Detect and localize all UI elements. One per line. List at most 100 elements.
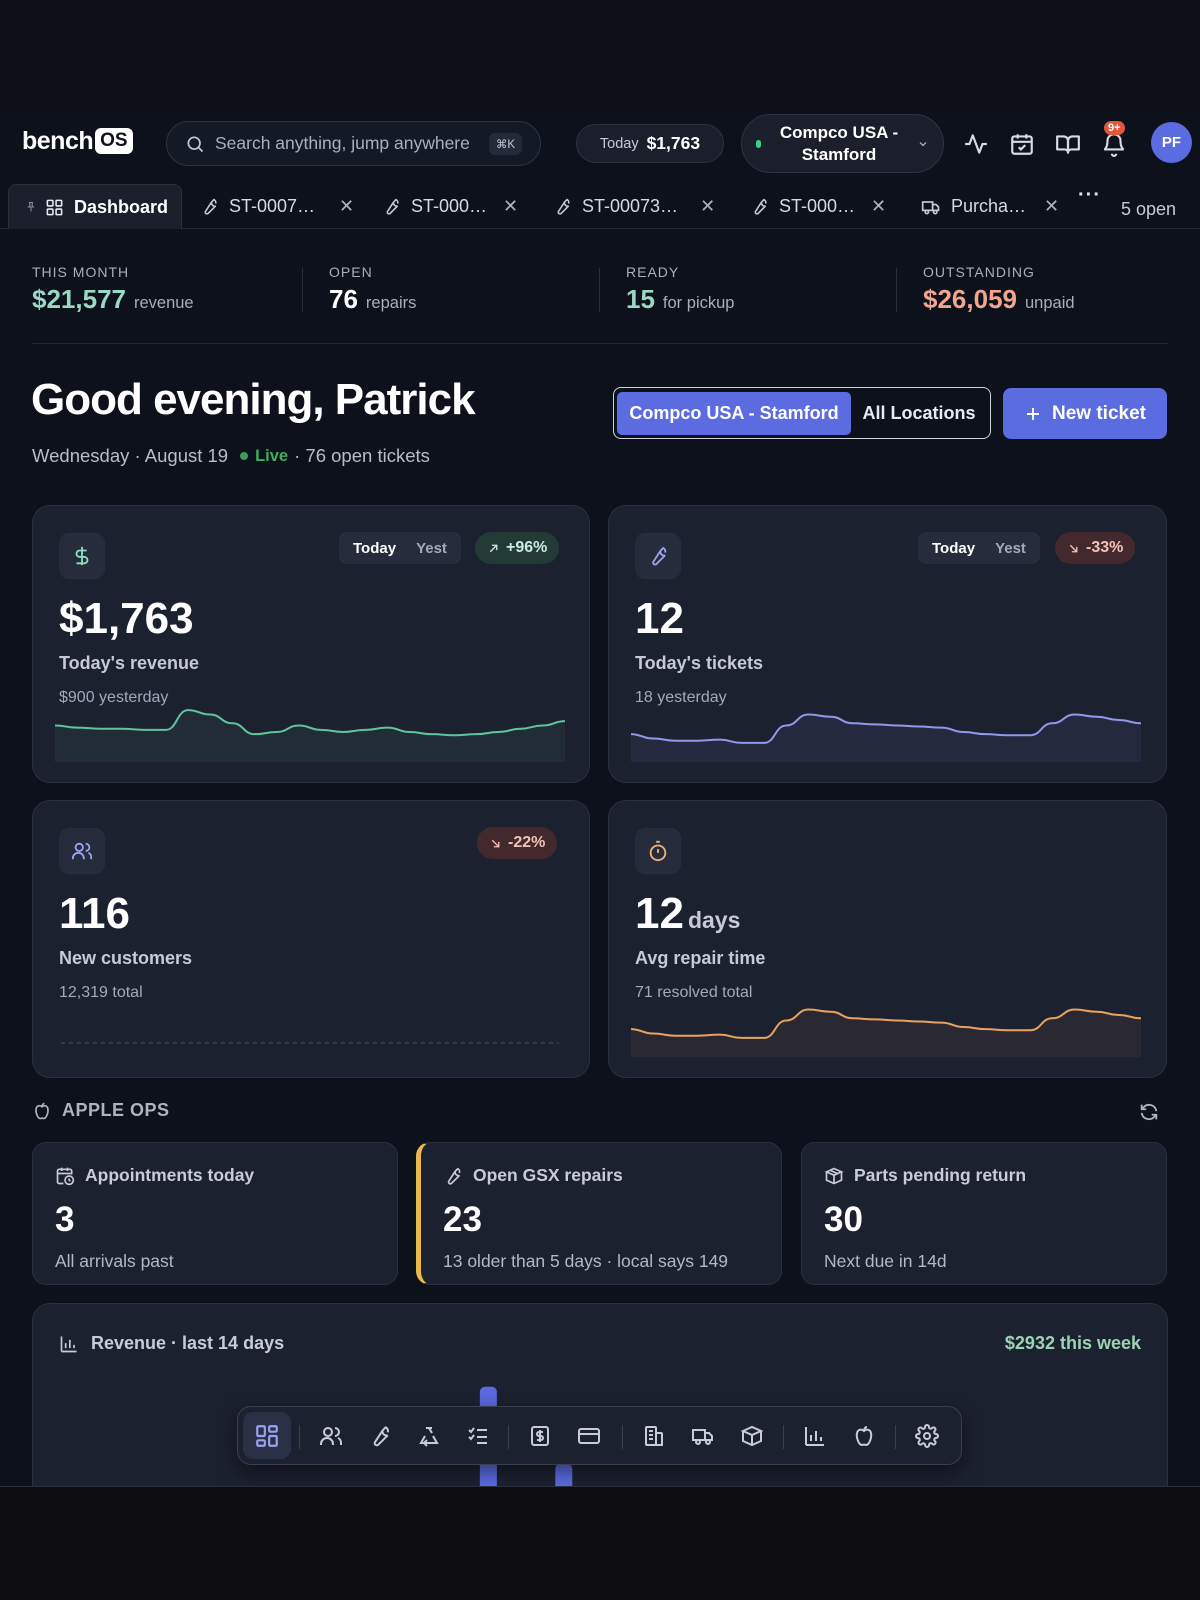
close-tab-icon[interactable]: ✕ [1044,196,1060,216]
dock-settings-button[interactable] [903,1412,951,1459]
location-switcher[interactable]: Compco USA - Stamford [741,114,944,173]
today-label: Today [599,135,639,152]
kpi-card-revenue[interactable]: Today Yest +96% $1,763 Today's revenue $… [32,505,590,783]
divider [599,268,600,312]
dock-dashboard-button[interactable] [243,1412,291,1459]
tab-ticket-3[interactable]: ST-00073… ✕ [553,184,715,229]
today-value: $1,763 [646,133,701,153]
box-return-icon [824,1167,844,1184]
dock-reports-button[interactable] [791,1412,839,1459]
tab-ticket-4[interactable]: ST-000… ✕ [750,184,886,229]
apple-icon [855,1425,873,1446]
dock-separator [783,1425,784,1449]
parts-return-card[interactable]: Parts pending return 30 Next due in 14d [801,1142,1167,1285]
dock-separator [299,1425,300,1449]
calendar-icon[interactable] [1009,131,1035,157]
stat-this-month[interactable]: THIS MONTH $21,577 revenue [32,264,302,315]
user-avatar[interactable]: PF [1151,122,1192,163]
card-header: Parts pending return [824,1165,1026,1186]
close-tab-icon[interactable]: ✕ [503,196,519,216]
plus-icon [1027,407,1039,420]
stat-outstanding[interactable]: OUTSTANDING $26,059 unpaid [923,264,1193,315]
summary-stats: THIS MONTH $21,577 revenue OPEN 76 repairs… [32,264,1168,344]
close-tab-icon[interactable]: ✕ [339,196,355,216]
brand-badge: OS [95,128,133,154]
wrench-icon [557,198,570,215]
sparkline [631,713,1141,762]
toggle-yesterday[interactable]: Yest [995,539,1026,557]
dock-repairs-button[interactable] [356,1412,404,1459]
search-icon [187,136,204,152]
location-scope-toggle: Compco USA - Stamford All Locations [613,387,991,439]
wrench-icon [635,533,681,579]
sparkline-line [55,709,565,737]
brand-name: bench [22,126,94,155]
more-tabs-icon[interactable]: ··· [1078,184,1101,206]
pin-icon[interactable] [25,201,37,213]
app-window: bench OS ⌘K Today $1,763 Compco USA -Sta… [0,112,1200,1487]
kpi-card-repair-time[interactable]: 12 days Avg repair time 71 resolved total [608,800,1167,1078]
kpi-label: Today's tickets [635,653,763,673]
dock-recycle-button[interactable] [405,1412,453,1459]
dock-separator [508,1425,509,1449]
dock-vendors-button[interactable] [630,1412,678,1459]
dock-separator [622,1425,623,1449]
shipping-icon [692,1428,713,1445]
activity-icon[interactable] [963,131,989,157]
refresh-icon[interactable] [1138,1101,1160,1123]
dock-inventory-button[interactable] [728,1412,776,1459]
truck-icon [921,200,940,214]
trend-badge: -22% [477,827,558,859]
brand-logo[interactable]: bench OS [22,126,133,156]
close-tab-icon[interactable]: ✕ [871,196,887,216]
timer-icon [635,828,681,874]
dashboard-icon [256,1424,278,1447]
page-title: Good evening, Patrick [31,375,476,424]
calendar-clock-icon [56,1167,75,1185]
chart-title: Revenue · last 14 days [91,1333,285,1353]
stat-value: 76 [329,284,358,314]
day-toggle: Today Yest [918,532,1040,564]
new-ticket-button[interactable]: New ticket [1003,388,1167,439]
dock-tasks-button[interactable] [454,1412,502,1459]
stat-value: $26,059 [923,284,1017,314]
close-tab-icon[interactable]: ✕ [700,196,716,216]
kpi-label: New customers [59,948,193,968]
toggle-yesterday[interactable]: Yest [416,539,447,557]
sparkline-empty [61,1042,559,1044]
stat-sub: repairs [365,294,417,312]
tab-ticket-2[interactable]: ST-000… ✕ [382,184,518,229]
dock-customers-button[interactable] [307,1412,355,1459]
dock-invoices-button[interactable] [516,1412,564,1459]
stat-label: OUTSTANDING [923,264,1035,280]
toggle-today[interactable]: Today [353,539,397,557]
card-value: 23 [443,1200,482,1239]
chevron-down-icon [919,141,927,146]
today-revenue-pill[interactable]: Today $1,763 [576,124,724,163]
kpi-card-customers[interactable]: -22% 116 New customers 12,319 total [32,800,590,1078]
gsx-repairs-card[interactable]: Open GSX repairs 23 13 older than 5 days… [416,1142,782,1285]
appointments-card[interactable]: Appointments today 3 All arrivals past [32,1142,398,1285]
kpi-card-tickets[interactable]: Today Yest -33% 12 Today's tickets 18 ye… [608,505,1167,783]
apple-icon [35,1102,49,1119]
stat-open[interactable]: OPEN 76 repairs [329,264,599,315]
dock-apple-button[interactable] [840,1412,888,1459]
kpi-label: Avg repair time [635,948,766,968]
dock-shipping-button[interactable] [679,1412,727,1459]
book-icon[interactable] [1055,131,1081,157]
dock-payments-button[interactable] [565,1412,613,1459]
divider [302,268,303,312]
toggle-today[interactable]: Today [932,539,976,557]
users-icon [59,828,105,874]
tab-dashboard[interactable]: Dashboard [8,184,182,229]
scope-option-current[interactable]: Compco USA - Stamford [617,391,851,435]
global-search[interactable]: ⌘K [166,121,541,166]
kpi-sub: 12,319 total [59,984,143,1001]
search-input[interactable] [215,133,483,154]
scope-option-all[interactable]: All Locations [862,402,976,423]
customers-icon [320,1426,342,1445]
stat-ready[interactable]: READY 15 for pickup [626,264,896,315]
arrow-down-right-icon [491,839,500,847]
tab-purchase[interactable]: Purcha… ✕ [921,184,1059,229]
tab-ticket-1[interactable]: ST-0007… ✕ [200,184,354,229]
